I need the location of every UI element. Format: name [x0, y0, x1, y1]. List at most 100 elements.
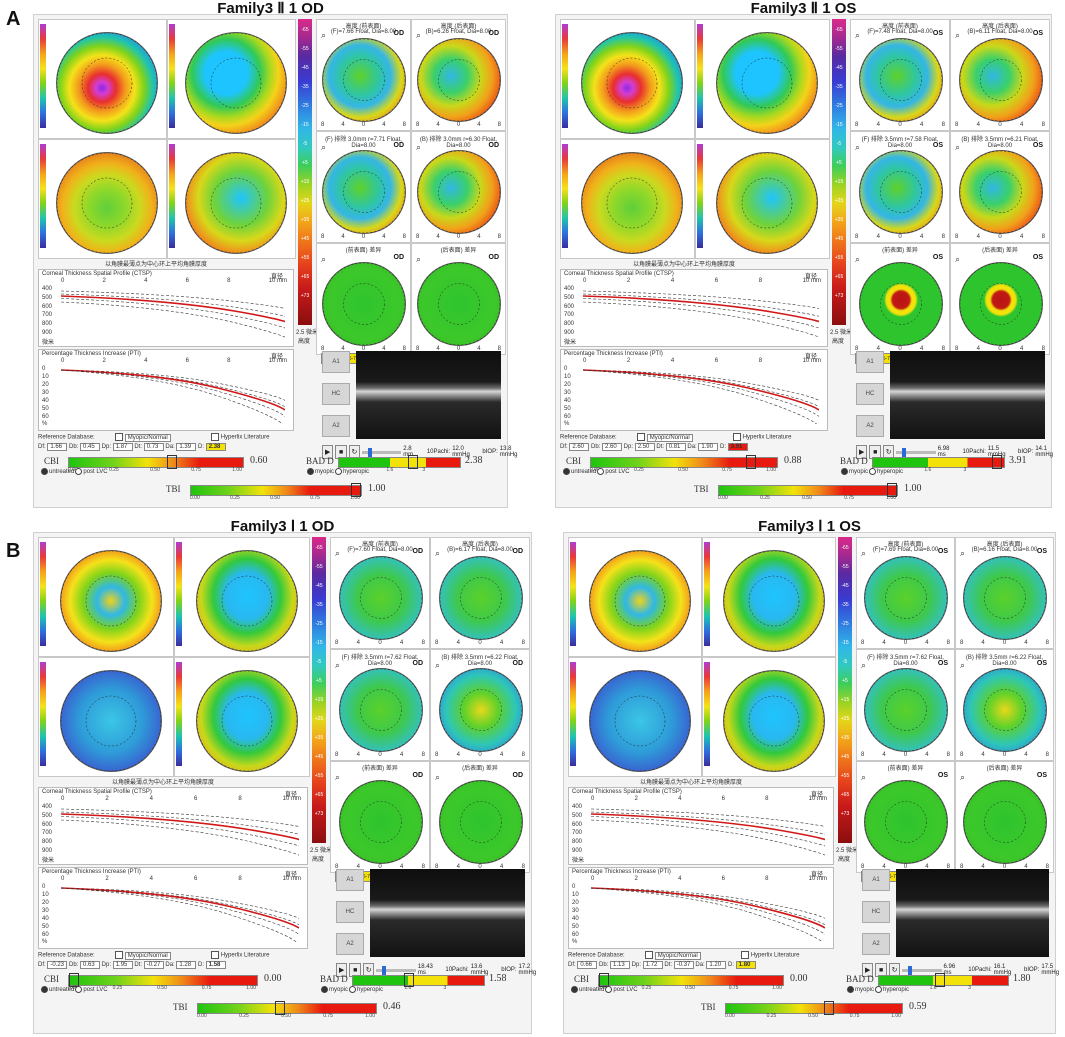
y-tick: 40: [572, 916, 579, 922]
hyperlix-literature-checkbox[interactable]: [740, 951, 749, 959]
hyperopic-radio[interactable]: [875, 986, 883, 993]
d-label: Db:: [67, 962, 81, 968]
oct-phase-button-a1[interactable]: A1: [336, 869, 364, 891]
map-subheader: (B) 排除 3.5mm r=6.22 Float, Dia=8.00: [441, 655, 519, 667]
axis-tick: 0: [478, 752, 482, 758]
zoom-icon[interactable]: ⌕: [955, 30, 961, 40]
zoom-icon[interactable]: ⌕: [861, 660, 867, 670]
hyperlix-literature-checkbox[interactable]: [732, 433, 741, 441]
zoom-icon[interactable]: ⌕: [435, 660, 441, 670]
y-tick: 20: [42, 382, 49, 388]
play-button[interactable]: ▶: [856, 445, 868, 459]
oct-phase-button-a2[interactable]: A2: [336, 933, 364, 955]
zoom-icon[interactable]: ⌕: [321, 254, 327, 264]
playback-controls: ▶ ■ ↻ 18.43 ms 10Pachi: 13.6 mmHg bIOP: 17.2 mm…: [336, 963, 543, 977]
map-scale-strip: [704, 662, 710, 766]
timeline-slider[interactable]: [362, 447, 402, 457]
oct-phase-button-hc[interactable]: HC: [336, 901, 364, 923]
x-axis-unit: 直径: [811, 792, 824, 798]
myopic-normal-checkbox[interactable]: [636, 433, 645, 441]
zoom-icon[interactable]: ⌕: [861, 772, 867, 782]
oct-phase-button-hc[interactable]: HC: [856, 383, 884, 405]
untreated-radio[interactable]: [41, 986, 48, 993]
zoom-icon[interactable]: ⌕: [855, 142, 861, 152]
post-lvc-radio[interactable]: [605, 986, 613, 993]
untreated-radio[interactable]: [563, 468, 570, 475]
oct-phase-button-hc[interactable]: HC: [322, 383, 350, 405]
zoom-icon[interactable]: ⌕: [335, 660, 341, 670]
zoom-icon[interactable]: ⌕: [321, 142, 327, 152]
hyperopic-radio[interactable]: [349, 986, 357, 993]
timeline-slider[interactable]: [902, 965, 942, 975]
x-tick: 2: [105, 796, 109, 802]
x-tick: 8: [227, 278, 231, 284]
hyperlix-literature-checkbox[interactable]: [210, 433, 219, 441]
zoom-icon[interactable]: ⌕: [435, 548, 441, 558]
timeline-slider[interactable]: [896, 447, 936, 457]
timeline-slider-thumb[interactable]: [902, 447, 907, 457]
myopic-normal-checkbox[interactable]: [114, 433, 123, 441]
x-tick: 0: [583, 278, 587, 284]
oct-phase-button-a2[interactable]: A2: [856, 415, 884, 437]
timeline-slider[interactable]: [376, 965, 416, 975]
axis-tick: 4: [341, 346, 345, 352]
zoom-icon[interactable]: ⌕: [861, 548, 867, 558]
timeline-slider-thumb[interactable]: [382, 965, 387, 975]
zoom-icon[interactable]: ⌕: [335, 548, 341, 558]
sagittal-curvature-map-grid: [57, 33, 157, 133]
zoom-icon[interactable]: ⌕: [960, 548, 966, 558]
elevation-map-grid: [418, 151, 500, 233]
myopic-radio[interactable]: [307, 468, 314, 475]
zoom-icon[interactable]: ⌕: [960, 660, 966, 670]
elevation-map-grid: [340, 669, 422, 751]
myopic-radio[interactable]: [841, 468, 848, 475]
myopic-normal-checkbox[interactable]: [644, 951, 653, 959]
zoom-icon[interactable]: ⌕: [955, 254, 961, 264]
difference-map: [417, 262, 501, 346]
play-button[interactable]: ▶: [336, 963, 348, 977]
play-button[interactable]: ▶: [862, 963, 874, 977]
scale-tick: 0.75: [849, 1013, 860, 1019]
hyperlix-literature-checkbox[interactable]: [210, 951, 219, 959]
eye-label: OD: [512, 772, 524, 779]
tbi-scale-bar: [718, 483, 898, 497]
oct-phase-button-a1[interactable]: A1: [862, 869, 890, 891]
hyperopic-radio[interactable]: [335, 468, 343, 475]
myopic-radio[interactable]: [321, 986, 328, 993]
zoom-icon[interactable]: ⌕: [855, 30, 861, 40]
elevation-map-box: 高度 (前表面) (F)=7.48 Float, Dia=8.00 OS ⌕ 8 4 0 4 8: [850, 19, 950, 131]
map-axis-ticks: 8 4 0 4 8: [955, 346, 1045, 352]
bad-d-marker: [991, 455, 1002, 469]
zoom-icon[interactable]: ⌕: [335, 772, 341, 782]
timeline-slider-thumb[interactable]: [908, 965, 913, 975]
oct-phase-button-a2[interactable]: A2: [862, 933, 890, 955]
axis-tick: 4: [919, 346, 924, 352]
zoom-icon[interactable]: ⌕: [435, 772, 441, 782]
zoom-icon[interactable]: ⌕: [855, 254, 861, 264]
zoom-icon[interactable]: ⌕: [416, 254, 422, 264]
untreated-radio[interactable]: [571, 986, 578, 993]
myopic-normal-checkbox[interactable]: [114, 951, 123, 959]
oct-phase-button-a1[interactable]: A1: [856, 351, 884, 373]
hyperopic-radio[interactable]: [869, 468, 877, 475]
post-lvc-radio[interactable]: [75, 986, 83, 993]
oct-phase-button-a2[interactable]: A2: [322, 415, 350, 437]
x-tick: 8: [765, 796, 769, 802]
zoom-icon[interactable]: ⌕: [416, 142, 422, 152]
colorbar-tick-label: -15: [835, 122, 843, 128]
untreated-radio[interactable]: [41, 468, 48, 475]
y-tick: 700: [42, 312, 53, 319]
oct-phase-button-hc[interactable]: HC: [862, 901, 890, 923]
post-lvc-radio[interactable]: [597, 468, 605, 475]
timeline-slider-thumb[interactable]: [368, 447, 373, 457]
play-button[interactable]: ▶: [322, 445, 334, 459]
zoom-icon[interactable]: ⌕: [321, 30, 327, 40]
zoom-icon[interactable]: ⌕: [416, 30, 422, 40]
myopic-radio[interactable]: [847, 986, 854, 993]
profile-curves: [591, 887, 825, 942]
zoom-icon[interactable]: ⌕: [960, 772, 966, 782]
post-lvc-radio[interactable]: [75, 468, 83, 475]
oct-phase-button-a1[interactable]: A1: [322, 351, 350, 373]
zoom-icon[interactable]: ⌕: [955, 142, 961, 152]
